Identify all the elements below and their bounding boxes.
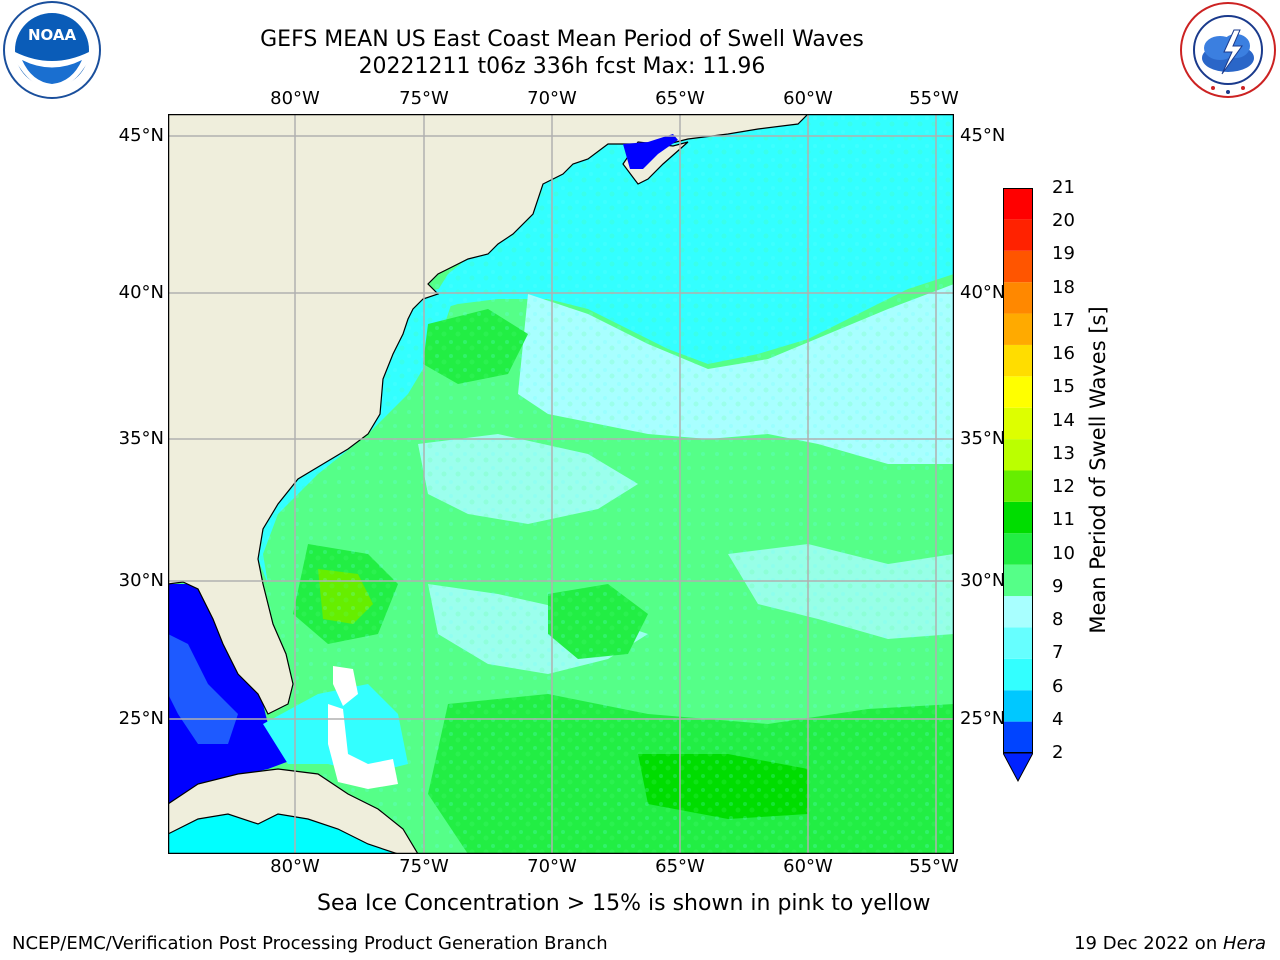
lat-label-right: 45°N <box>960 125 1006 146</box>
colorbar-tick-label: 21 <box>1052 177 1075 198</box>
lat-label-right: 25°N <box>960 708 1006 729</box>
colorbar-swatch <box>1003 564 1033 597</box>
colorbar-tick-label: 10 <box>1052 542 1075 564</box>
colorbar-tick-label: 2 <box>1052 742 1064 763</box>
colorbar-tick-label: 17 <box>1052 309 1075 331</box>
colorbar-tick-label: 13 <box>1052 442 1075 464</box>
noaa-logo-text: NOAA <box>28 26 77 44</box>
colorbar-tick-label: 12 <box>1052 476 1075 498</box>
lat-label-right: 40°N <box>960 282 1006 303</box>
lon-label-top: 60°W <box>783 88 833 109</box>
bay-of-fundy-swell <box>623 134 678 169</box>
gulf-of-mexico-swell-light <box>168 634 238 744</box>
lon-label-bottom: 60°W <box>783 856 833 877</box>
lon-label-bottom: 80°W <box>270 856 320 877</box>
lon-label-top: 75°W <box>399 88 449 109</box>
colorbar-tick-label: 9 <box>1052 575 1064 597</box>
colorbar-tick-label: 16 <box>1052 343 1075 365</box>
colorbar-swatch <box>1003 690 1033 722</box>
colorbar-swatch <box>1003 439 1033 471</box>
nws-logo <box>1180 2 1276 98</box>
colorbar-tick-label: 8 <box>1052 609 1064 631</box>
cuba-land <box>168 768 419 854</box>
lon-label-bottom: 70°W <box>527 856 577 877</box>
colorbar-tick-label: 20 <box>1052 210 1075 232</box>
great-bahama-bank <box>328 704 398 789</box>
graticule <box>168 114 954 854</box>
sea-ice-note: Sea Ice Concentration > 15% is shown in … <box>317 891 931 916</box>
colorbar-swatch <box>1003 313 1033 345</box>
colorbar-swatch <box>1003 250 1033 283</box>
colorbar-tick-label: 11 <box>1052 509 1075 531</box>
lon-label-top: 80°W <box>270 88 320 109</box>
colorbar-swatch <box>1003 219 1033 251</box>
lat-label-right: 30°N <box>960 570 1006 591</box>
producer-credit: NCEP/EMC/Verification Post Processing Pr… <box>12 933 608 954</box>
host-name: Hera <box>1222 933 1266 954</box>
colorbar-border <box>1003 188 1033 753</box>
lat-label-left: 35°N <box>118 428 164 449</box>
colorbar-swatch <box>1003 344 1033 377</box>
lon-label-top: 70°W <box>527 88 577 109</box>
lon-label-top: 55°W <box>909 88 959 109</box>
lon-label-bottom: 75°W <box>399 856 449 877</box>
colorbar-extend-arrow <box>1003 752 1033 783</box>
colorbar-title: Mean Period of Swell Waves [s] <box>1086 306 1110 634</box>
colorbar-swatch <box>1003 407 1033 440</box>
lon-label-bottom: 65°W <box>655 856 705 877</box>
colorbar-swatch <box>1003 501 1033 534</box>
colorbar-swatch <box>1003 470 1033 502</box>
colorbar-swatch <box>1003 188 1033 220</box>
colorbar-swatch <box>1003 658 1033 691</box>
colorbar-swatch <box>1003 596 1033 628</box>
colorbar-tick-label: 14 <box>1052 409 1075 431</box>
colorbar-tick-label: 7 <box>1052 642 1064 664</box>
map-border <box>168 114 954 854</box>
chart-title: GEFS MEAN US East Coast Mean Period of S… <box>260 27 864 52</box>
lon-label-top: 65°W <box>655 88 705 109</box>
map-panel <box>168 114 954 854</box>
colorbar-swatch <box>1003 533 1033 565</box>
lat-label-left: 40°N <box>118 282 164 303</box>
noaa-logo: NOAA <box>3 1 101 99</box>
colorbar-swatch <box>1003 721 1033 753</box>
lat-label-left: 30°N <box>118 570 164 591</box>
generation-date: 19 Dec 2022 on Hera <box>1074 933 1266 954</box>
colorbar-tick-label: 15 <box>1052 376 1075 398</box>
lon-label-bottom: 55°W <box>909 856 959 877</box>
colorbar-swatch <box>1003 282 1033 314</box>
lat-label-left: 25°N <box>118 708 164 729</box>
bahamas-bank-shallow <box>333 666 358 706</box>
colorbar <box>1003 188 1033 783</box>
colorbar-tick-label: 6 <box>1052 675 1064 697</box>
colorbar-swatch <box>1003 376 1033 408</box>
colorbar-tick-label: 4 <box>1052 708 1064 730</box>
generation-date-text: 19 Dec 2022 on <box>1074 933 1223 954</box>
swell-period-map <box>168 114 954 854</box>
lat-label-right: 35°N <box>960 428 1006 449</box>
chart-subtitle: 20221211 t06z 336h fcst Max: 11.96 <box>358 54 766 79</box>
colorbar-tick-label: 19 <box>1052 243 1075 265</box>
lat-label-left: 45°N <box>118 125 164 146</box>
colorbar-swatch <box>1003 627 1033 659</box>
colorbar-tick-label: 18 <box>1052 276 1075 298</box>
gulf-of-mexico-swell <box>168 584 308 814</box>
